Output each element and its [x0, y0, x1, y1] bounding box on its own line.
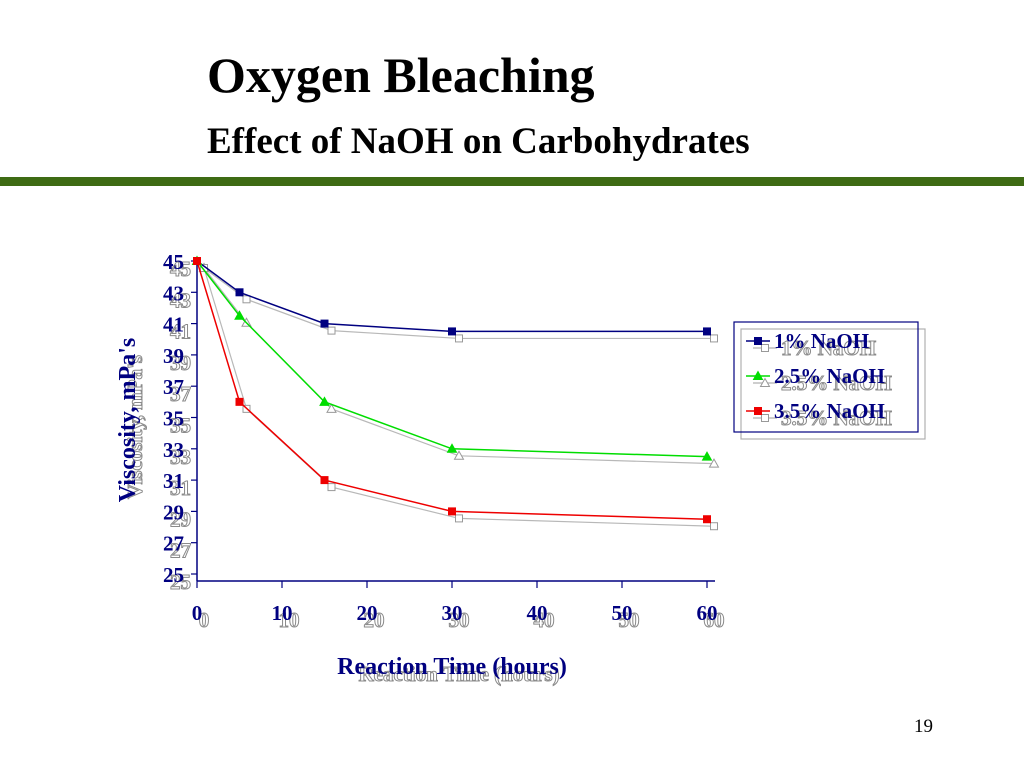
series-0-shadow-marker: [327, 326, 336, 335]
series-2-point: [448, 507, 456, 516]
legend-marker-1: [752, 370, 764, 380]
y-tick-label: 41: [163, 313, 184, 337]
y-tick-label-shadow: 35: [170, 414, 191, 438]
series-0-point: [703, 327, 711, 336]
series-2-point: [235, 397, 244, 406]
legend-label-1: 2.5% NaOH: [774, 364, 885, 388]
y-tick-label: 33: [163, 438, 184, 462]
title-divider: [0, 177, 1024, 186]
slide-number: 19: [914, 716, 933, 737]
legend-marker-shadow: [761, 414, 769, 422]
y-tick-label: 43: [163, 281, 184, 305]
series-2-line: [196, 260, 708, 520]
y-axis-title-shadow: Viscosity, mPa's: [123, 355, 147, 499]
y-tick-label-shadow: 31: [170, 476, 191, 500]
y-tick-label-shadow: 39: [170, 351, 191, 375]
series-2-shadow-marker: [710, 522, 718, 531]
legend-marker-0: [754, 337, 762, 345]
series-0-shadow-marker: [710, 334, 718, 343]
x-tick-label-shadow: 10: [279, 608, 300, 632]
y-axis-title: Viscosity, mPa's: [115, 338, 141, 502]
x-tick-label: 60: [697, 601, 718, 625]
x-axis-title: Reaction Time (hours): [337, 654, 567, 680]
legend-label-shadow: 3.5% NaOH: [781, 406, 892, 430]
series-1-shadow-marker: [326, 403, 337, 413]
y-tick-label: 45: [163, 250, 184, 274]
series-2-shadow-marker: [455, 514, 463, 523]
slide-title: Oxygen Bleaching: [207, 47, 595, 103]
x-tick-label-shadow: 40: [534, 608, 555, 632]
series-2-shadow-marker: [327, 483, 336, 492]
legend-label-shadow: 1% NaOH: [781, 336, 876, 360]
legend-marker-shadow: [761, 344, 769, 352]
series-1-point: [446, 443, 458, 453]
legend-marker-2: [754, 407, 762, 415]
x-tick-label: 0: [192, 601, 203, 625]
series-2-point: [703, 515, 711, 524]
series-0-point: [320, 319, 329, 328]
legend-marker-shadow: [759, 377, 771, 387]
legend-box-shadow: [740, 328, 926, 440]
y-tick-label-shadow: 27: [170, 539, 191, 563]
series-0-shadow-marker: [455, 334, 463, 343]
series-0-shadow-line: [203, 267, 714, 340]
series-1-shadow-marker: [708, 458, 720, 468]
x-axis-title-shadow: Reaction Time (hours): [358, 662, 559, 686]
series-2-point: [320, 476, 329, 485]
y-tick-label-shadow: 37: [170, 382, 191, 406]
legend-label-2: 3.5% NaOH: [774, 399, 885, 423]
series-1-point: [319, 396, 330, 406]
x-tick-label-shadow: 50: [619, 608, 640, 632]
y-tick-label-shadow: 43: [170, 288, 191, 312]
series-0-point: [235, 288, 244, 297]
x-tick-label: 30: [442, 601, 463, 625]
chart-series: [191, 255, 713, 524]
series-0-point: [448, 327, 456, 336]
y-tick-label: 37: [163, 375, 184, 399]
y-tick-label: 39: [163, 344, 184, 368]
series-2-point: [193, 257, 201, 265]
x-tick-label: 40: [527, 601, 548, 625]
x-tick-label-shadow: 0: [199, 608, 210, 632]
x-tick-label-shadow: 30: [449, 608, 470, 632]
x-tick-label: 10: [272, 601, 293, 625]
series-0-shadow-marker: [242, 295, 251, 304]
y-tick-label-shadow: 25: [170, 570, 191, 594]
series-1-point: [701, 451, 713, 461]
y-tick-label-shadow: 45: [170, 257, 191, 281]
x-tick-label: 50: [612, 601, 633, 625]
series-1-shadow-line: [203, 267, 715, 465]
x-tick-label-shadow: 60: [704, 608, 725, 632]
y-tick-label: 31: [163, 469, 184, 493]
series-1-shadow-marker: [453, 450, 465, 460]
series-1-point: [234, 310, 245, 320]
x-tick-label-shadow: 20: [364, 608, 385, 632]
y-tick-label-shadow: 41: [170, 320, 191, 344]
series-0-line: [196, 260, 707, 333]
x-tick-label: 20: [357, 601, 378, 625]
legend-label-0: 1% NaOH: [774, 329, 869, 353]
legend-label-shadow: 2.5% NaOH: [781, 371, 892, 395]
legend-box: [733, 321, 919, 433]
series-1-line: [196, 260, 708, 458]
y-tick-label: 25: [163, 563, 184, 587]
y-tick-label-shadow: 29: [170, 507, 191, 531]
y-tick-label: 29: [163, 500, 184, 524]
y-tick-label: 27: [163, 532, 184, 556]
y-tick-label: 35: [163, 407, 184, 431]
slide-subtitle: Effect of NaOH on Carbohydrates: [207, 121, 750, 162]
y-tick-label-shadow: 33: [170, 445, 191, 469]
